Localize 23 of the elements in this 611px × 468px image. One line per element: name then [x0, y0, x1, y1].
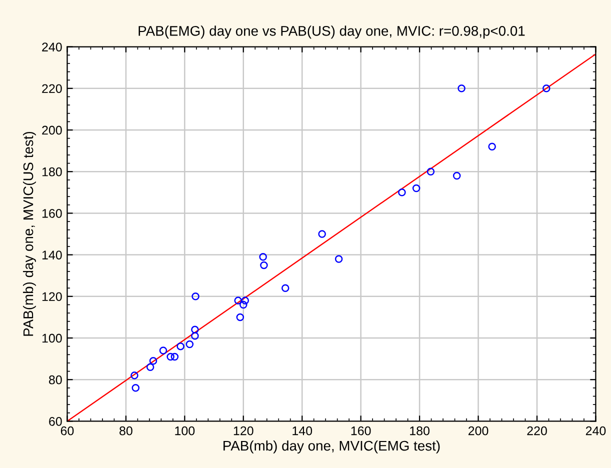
- y-tick-label: 60: [49, 417, 62, 426]
- x-tick-label: 60: [60, 426, 74, 436]
- chart-title: PAB(EMG) day one vs PAB(US) day one, MVIC: r=0.98,p<0.01: [138, 26, 525, 39]
- y-tick-label: 200: [42, 126, 62, 135]
- x-tick-label: 240: [586, 426, 606, 436]
- y-tick-label: 220: [42, 84, 62, 94]
- y-tick-label: 160: [42, 209, 62, 218]
- y-tick-label: 140: [42, 250, 62, 260]
- x-tick-label: 180: [410, 426, 430, 436]
- x-axis-title: PAB(mb) day one, MVIC(EMG test): [224, 440, 440, 454]
- x-tick-label: 80: [120, 426, 132, 436]
- y-tick-label: 80: [48, 375, 62, 384]
- x-tick-label: 220: [527, 426, 547, 436]
- x-tick-label: 200: [468, 426, 488, 436]
- y-tick-label: 240: [42, 42, 62, 52]
- y-tick-label: 100: [42, 334, 62, 343]
- y-tick-label: 180: [42, 167, 62, 176]
- x-tick-label: 140: [292, 426, 312, 436]
- x-tick-label: 160: [351, 426, 371, 436]
- x-tick-label: 100: [175, 426, 195, 436]
- y-tick-label: 120: [42, 292, 62, 302]
- x-tick-label: 120: [234, 426, 254, 436]
- y-axis-title: PAB(mb) day one, MVIC(US test): [22, 132, 36, 336]
